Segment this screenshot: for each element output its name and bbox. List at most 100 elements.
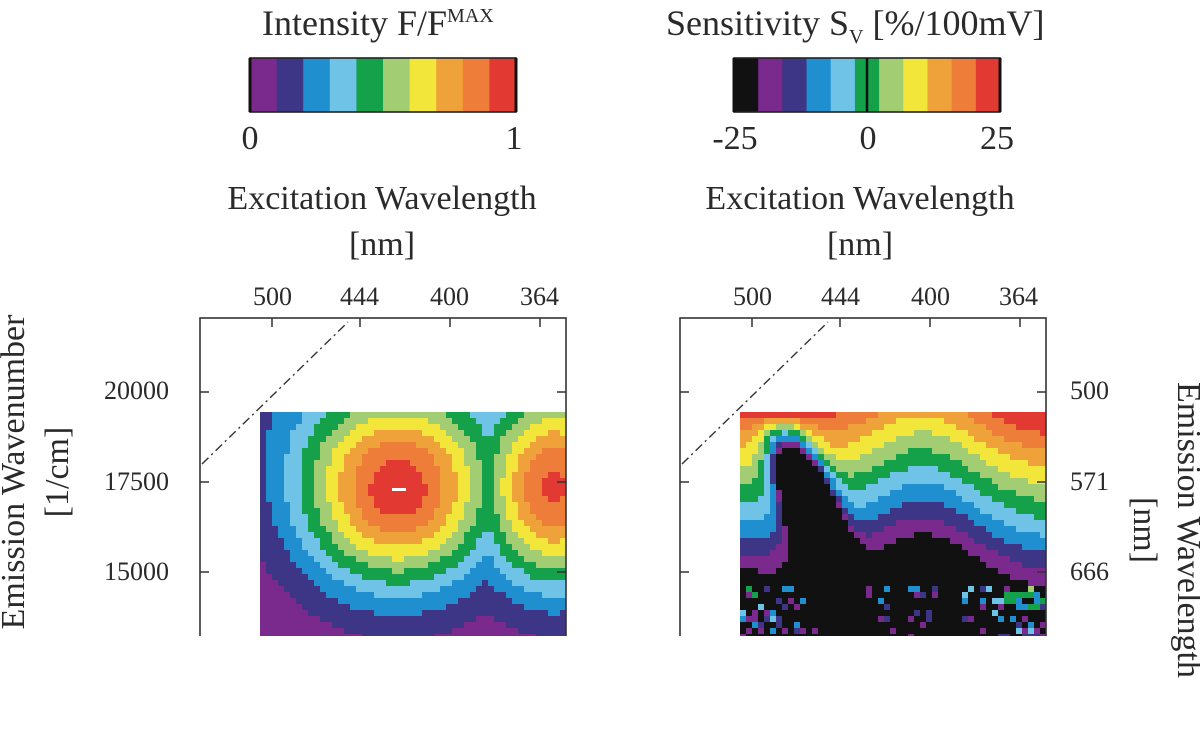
- heatmap-cell: [368, 604, 375, 611]
- heatmap-cell: [818, 520, 825, 527]
- heatmap-cell: [992, 598, 999, 605]
- heatmap-cell: [848, 508, 855, 515]
- heatmap-cell: [524, 622, 531, 629]
- heatmap-cell: [374, 472, 381, 479]
- heatmap-cell: [944, 412, 951, 419]
- heatmap-cell: [884, 586, 891, 593]
- heatmap-cell: [932, 622, 939, 629]
- heatmap-cell: [320, 562, 327, 569]
- heatmap-cell: [458, 520, 465, 527]
- heatmap-cell: [914, 532, 921, 539]
- heatmap-cell: [458, 490, 465, 497]
- heatmap-cell: [560, 562, 567, 569]
- heatmap-cell: [380, 478, 387, 485]
- heatmap-cell: [878, 442, 885, 449]
- heatmap-cell: [560, 418, 567, 425]
- heatmap-cell: [338, 568, 345, 575]
- heatmap-cell: [848, 484, 855, 491]
- heatmap-cell: [518, 562, 525, 569]
- heatmap-cell: [824, 568, 831, 575]
- heatmap-cell: [290, 562, 297, 569]
- heatmap-cell: [368, 616, 375, 623]
- heatmap-cell: [830, 448, 837, 455]
- heatmap-cell: [980, 580, 987, 587]
- heatmap-cell: [914, 478, 921, 485]
- heatmap-cell: [740, 526, 747, 533]
- heatmap-cell: [542, 418, 549, 425]
- heatmap-cell: [518, 514, 525, 521]
- heatmap-cell: [962, 526, 969, 533]
- heatmap-cell: [560, 598, 567, 605]
- heatmap-cell: [800, 412, 807, 419]
- heatmap-cell: [902, 442, 909, 449]
- heatmap-cell: [404, 424, 411, 431]
- heatmap-cell: [986, 424, 993, 431]
- heatmap-cell: [974, 604, 981, 611]
- heatmap-cell: [518, 448, 525, 455]
- heatmap-cell: [902, 568, 909, 575]
- heatmap-cell: [974, 580, 981, 587]
- heatmap-cell: [320, 412, 327, 419]
- heatmap-cell: [398, 580, 405, 587]
- heatmap-cell: [950, 478, 957, 485]
- heatmap-cell: [464, 628, 471, 635]
- heatmap-cell: [314, 568, 321, 575]
- heatmap-cell: [542, 610, 549, 617]
- heatmap-cell: [338, 592, 345, 599]
- heatmap-cell: [290, 460, 297, 467]
- heatmap-cell: [896, 634, 903, 636]
- heatmap-cell: [944, 526, 951, 533]
- heatmap-cell: [956, 478, 963, 485]
- heatmap-cell: [794, 484, 801, 491]
- heatmap-cell: [884, 412, 891, 419]
- heatmap-cell: [926, 598, 933, 605]
- heatmap-cell: [356, 430, 363, 437]
- heatmap-cell: [278, 472, 285, 479]
- heatmap-cell: [344, 568, 351, 575]
- heatmap-cell: [974, 526, 981, 533]
- heatmap-cell: [818, 526, 825, 533]
- heatmap-cell: [308, 484, 315, 491]
- heatmap-cell: [872, 502, 879, 509]
- heatmap-cell: [956, 460, 963, 467]
- heatmap-cell: [800, 622, 807, 629]
- heatmap-cell: [356, 562, 363, 569]
- heatmap-cell: [818, 418, 825, 425]
- heatmap-cell: [524, 466, 531, 473]
- heatmap-cell: [860, 610, 867, 617]
- heatmap-cell: [374, 418, 381, 425]
- heatmap-cell: [314, 442, 321, 449]
- heatmap-cell: [788, 562, 795, 569]
- heatmap-cell: [512, 634, 519, 636]
- heatmap-cell: [482, 472, 489, 479]
- heatmap-cell: [1040, 580, 1047, 587]
- heatmap-cell: [830, 496, 837, 503]
- heatmap-cell: [770, 430, 777, 437]
- heatmap-cell: [890, 484, 897, 491]
- heatmap-cell: [1016, 502, 1023, 509]
- heatmap-cell: [302, 460, 309, 467]
- heatmap-cell: [986, 478, 993, 485]
- heatmap-cell: [326, 532, 333, 539]
- heatmap-cell: [332, 580, 339, 587]
- heatmap-cell: [854, 508, 861, 515]
- heatmap-cell: [428, 436, 435, 443]
- colorbar-swatch: [806, 58, 832, 112]
- heatmap-cell: [548, 436, 555, 443]
- heatmap-cell: [1028, 568, 1035, 575]
- heatmap-cell: [332, 616, 339, 623]
- heatmap-cell: [818, 436, 825, 443]
- heatmap-cell: [896, 508, 903, 515]
- heatmap-cell: [758, 466, 765, 473]
- heatmap-cell: [320, 544, 327, 551]
- heatmap-cell: [788, 556, 795, 563]
- heatmap-cell: [380, 442, 387, 449]
- heatmap-cell: [332, 598, 339, 605]
- heatmap-cell: [872, 622, 879, 629]
- heatmap-cell: [740, 490, 747, 497]
- heatmap-cell: [482, 604, 489, 611]
- heatmap-cell: [290, 598, 297, 605]
- heatmap-cell: [344, 616, 351, 623]
- heatmap-cell: [1040, 568, 1047, 575]
- heatmap-cell: [332, 466, 339, 473]
